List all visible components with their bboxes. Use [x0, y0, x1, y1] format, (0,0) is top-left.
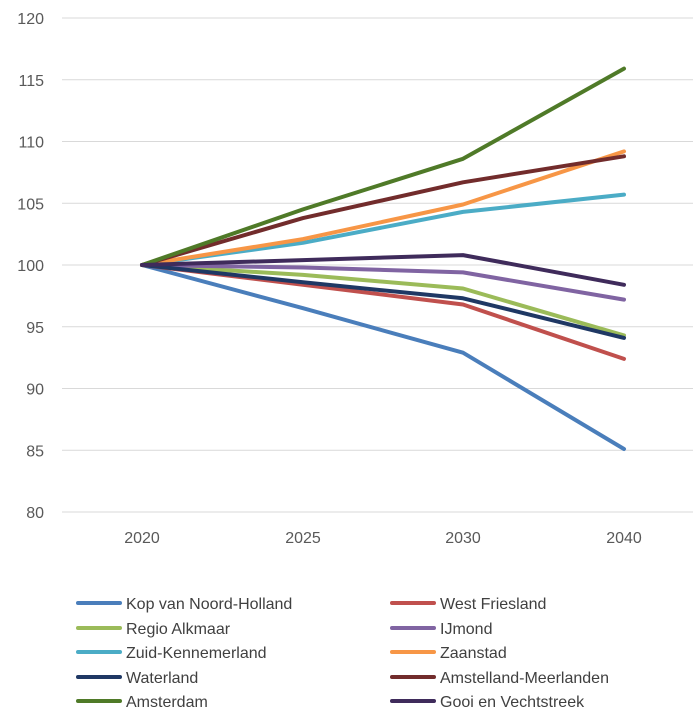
legend-label: Regio Alkmaar	[126, 621, 231, 638]
legend-item: Waterland	[76, 670, 198, 687]
x-tick-label: 2030	[445, 530, 481, 547]
y-tick-label: 120	[17, 11, 44, 28]
x-tick-label: 2025	[285, 530, 321, 547]
x-axis-tick-labels: 2020 2025 2030 2040	[124, 530, 642, 547]
y-tick-label: 80	[26, 505, 44, 522]
y-tick-label: 85	[26, 443, 44, 460]
legend-label: IJmond	[440, 621, 492, 638]
legend-label: Waterland	[126, 670, 198, 687]
y-tick-label: 90	[26, 382, 44, 399]
y-tick-label: 95	[26, 320, 44, 337]
legend-label: West Friesland	[440, 596, 546, 613]
legend-label: Kop van Noord-Holland	[126, 596, 292, 613]
legend-label: Amsterdam	[126, 694, 208, 711]
y-tick-label: 105	[17, 196, 44, 213]
legend-label: Amstelland-Meerlanden	[440, 670, 609, 687]
legend: Kop van Noord-Holland West Friesland Regio…	[76, 596, 609, 711]
legend-item: West Friesland	[390, 596, 546, 613]
series-line-1	[140, 263, 626, 361]
series-line-7	[140, 154, 626, 267]
y-tick-label: 115	[18, 73, 44, 90]
y-tick-label: 100	[17, 258, 44, 275]
y-axis-tick-labels: 80 85 90 95 100 105 110 115 120	[17, 11, 44, 522]
legend-label: Zaanstad	[440, 645, 507, 662]
legend-item: Regio Alkmaar	[76, 621, 231, 638]
legend-label: Gooi en Vechtstreek	[440, 694, 585, 711]
legend-item: Gooi en Vechtstreek	[390, 694, 585, 711]
series-line-9	[140, 253, 626, 287]
legend-item: Amstelland-Meerlanden	[390, 670, 609, 687]
legend-item: Zaanstad	[390, 645, 507, 662]
legend-item: Zuid-Kennemerland	[76, 645, 267, 662]
x-tick-label: 2040	[606, 530, 642, 547]
x-tick-label: 2020	[124, 530, 160, 547]
series-line-3	[140, 263, 626, 302]
y-tick-label: 110	[18, 135, 44, 152]
series-line-5	[140, 149, 626, 267]
legend-item: IJmond	[390, 621, 492, 638]
series-lines	[140, 66, 626, 451]
series-line-8	[140, 66, 626, 267]
legend-item: Kop van Noord-Holland	[76, 596, 292, 613]
legend-item: Amsterdam	[76, 694, 208, 711]
series-line-2	[140, 263, 626, 338]
legend-label: Zuid-Kennemerland	[126, 645, 267, 662]
series-line-0	[140, 263, 626, 451]
series-line-6	[140, 263, 626, 340]
